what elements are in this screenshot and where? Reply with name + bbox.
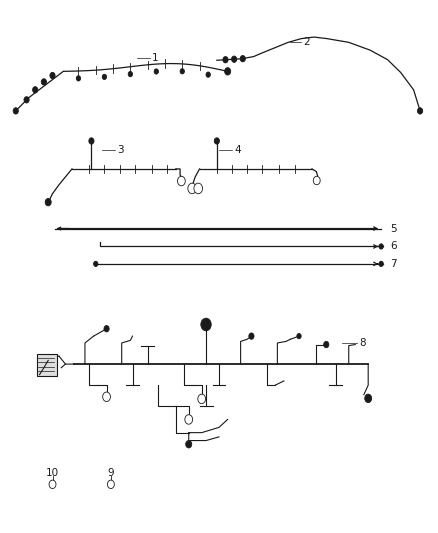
Circle shape: [50, 72, 55, 79]
Circle shape: [94, 261, 98, 266]
Circle shape: [128, 71, 133, 77]
Circle shape: [107, 480, 114, 489]
Text: 7: 7: [390, 259, 396, 269]
Circle shape: [379, 261, 383, 266]
Text: 4: 4: [234, 146, 241, 156]
Text: 1: 1: [152, 53, 159, 63]
Circle shape: [32, 87, 38, 93]
Circle shape: [185, 415, 193, 424]
Circle shape: [379, 244, 383, 249]
Circle shape: [365, 394, 372, 402]
Circle shape: [180, 69, 184, 74]
Circle shape: [240, 55, 245, 62]
Circle shape: [24, 96, 29, 103]
Circle shape: [177, 176, 185, 186]
Circle shape: [313, 176, 320, 185]
Circle shape: [41, 79, 46, 85]
Text: 6: 6: [390, 241, 396, 252]
Circle shape: [198, 394, 205, 403]
Circle shape: [45, 198, 51, 206]
Circle shape: [102, 392, 110, 401]
Text: 3: 3: [117, 146, 124, 156]
Circle shape: [324, 342, 329, 348]
Text: 8: 8: [360, 338, 366, 348]
Text: 2: 2: [304, 37, 310, 47]
Circle shape: [76, 76, 81, 81]
Text: 10: 10: [46, 468, 59, 478]
Circle shape: [232, 56, 237, 62]
Circle shape: [102, 74, 106, 79]
Circle shape: [49, 480, 56, 489]
Circle shape: [214, 138, 219, 144]
Circle shape: [249, 333, 254, 340]
Circle shape: [89, 138, 94, 144]
Circle shape: [206, 72, 210, 77]
Circle shape: [194, 183, 202, 193]
Circle shape: [417, 108, 423, 114]
Circle shape: [188, 183, 197, 193]
Text: 9: 9: [108, 468, 114, 478]
Circle shape: [201, 318, 211, 331]
Circle shape: [104, 326, 109, 332]
Circle shape: [297, 334, 301, 339]
Circle shape: [186, 441, 192, 448]
Circle shape: [223, 56, 228, 63]
Circle shape: [225, 68, 231, 75]
Circle shape: [154, 69, 159, 74]
Bar: [36, 353, 57, 376]
Text: 5: 5: [390, 223, 396, 233]
Circle shape: [13, 108, 18, 114]
